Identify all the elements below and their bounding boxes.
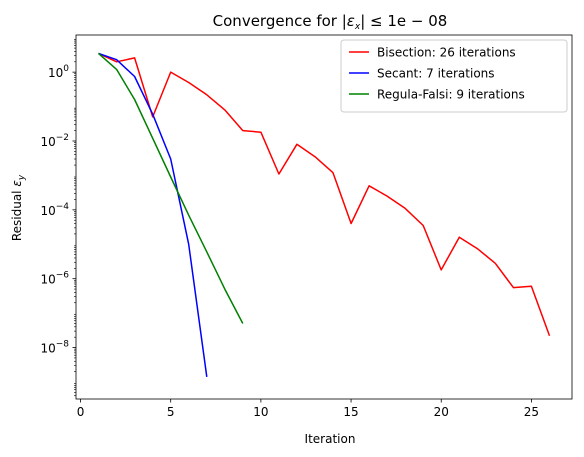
x-tick-label: 15 bbox=[343, 405, 358, 419]
plot-frame bbox=[75, 34, 573, 400]
legend-box bbox=[340, 39, 568, 113]
chart-title: Convergence for |εx| ≤ 1e − 08 bbox=[213, 12, 448, 32]
secant-series-line bbox=[98, 52, 208, 378]
x-tick-label: 10 bbox=[253, 405, 268, 419]
x-axis-label: Iteration bbox=[305, 432, 356, 446]
x-tick-label: 0 bbox=[77, 405, 85, 419]
x-tick-label: 5 bbox=[167, 405, 175, 419]
regula-falsi-series-line bbox=[98, 52, 244, 324]
x-tick-label: 25 bbox=[524, 405, 539, 419]
legend: Bisection: 26 iterations Secant: 7 iterat… bbox=[340, 39, 568, 113]
regula-falsi-legend-label: Regula-Falsi: 9 iterations bbox=[377, 88, 525, 102]
y-tick-label: 10−8 bbox=[40, 340, 69, 356]
y-tick-label: 10−4 bbox=[40, 202, 69, 218]
bisection-series-line bbox=[98, 52, 551, 337]
y-axis-ticks: 10−8 10−6 10−4 10−2 100 bbox=[40, 39, 76, 396]
x-axis-ticks: 0 5 10 15 20 25 bbox=[77, 399, 539, 419]
x-tick-label: 20 bbox=[434, 405, 449, 419]
y-tick-label: 10−6 bbox=[40, 271, 69, 287]
y-tick-label: 100 bbox=[48, 64, 69, 80]
secant-legend-label: Secant: 7 iterations bbox=[377, 67, 495, 81]
y-tick-label: 10−2 bbox=[40, 133, 69, 149]
bisection-legend-label: Bisection: 26 iterations bbox=[377, 46, 516, 60]
series-lines bbox=[98, 52, 551, 378]
y-axis-label: Residual εy bbox=[10, 174, 27, 241]
